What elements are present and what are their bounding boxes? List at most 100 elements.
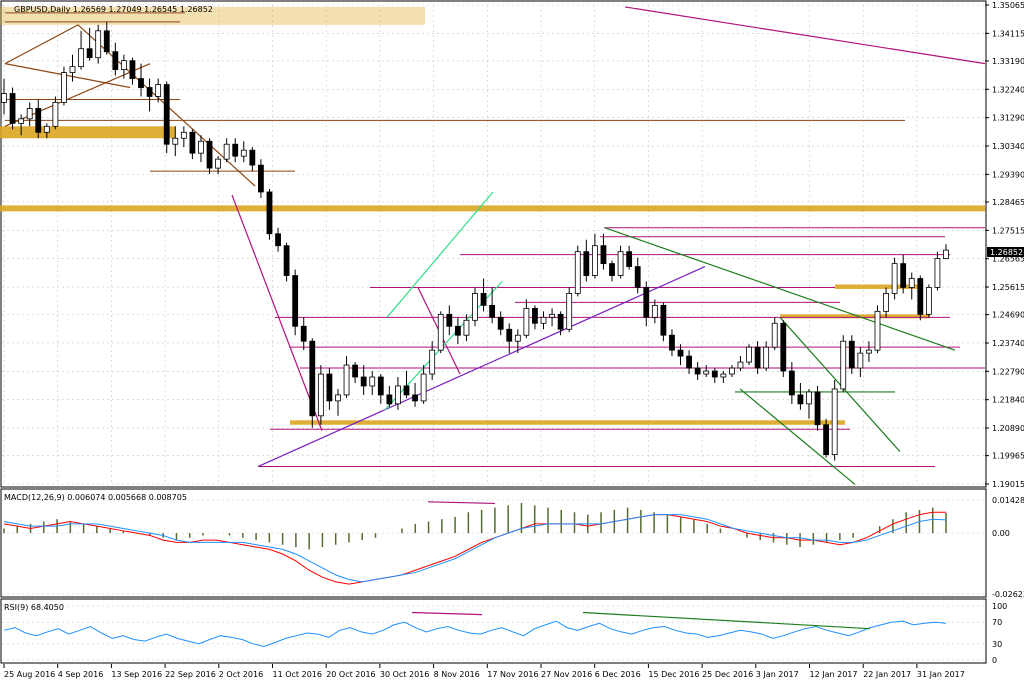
candle-body bbox=[360, 376, 367, 387]
macd-label: MACD(12,26,9) 0.006074 0.005668 0.008705 bbox=[4, 493, 187, 502]
candle-body bbox=[395, 385, 401, 405]
x-tick-label: 3 Jan 2017 bbox=[756, 670, 799, 679]
divergence-line bbox=[411, 611, 483, 616]
main-grid bbox=[2, 4, 985, 485]
candle-body bbox=[532, 307, 538, 324]
y-tick-label: 1.19965 bbox=[992, 452, 1024, 461]
trend-line bbox=[386, 191, 494, 318]
candle-body bbox=[677, 349, 684, 357]
candle-body bbox=[651, 304, 658, 318]
candle-body bbox=[343, 364, 350, 396]
candle-body bbox=[300, 325, 307, 342]
current-price-marker: 1.26852 bbox=[987, 247, 1024, 257]
x-tick-label: 31 Jan 2017 bbox=[917, 670, 965, 679]
x-tick-label: 22 Sep 2016 bbox=[165, 670, 216, 679]
macd-grid bbox=[2, 499, 985, 595]
candle-body bbox=[917, 278, 924, 315]
x-tick-label: 17 Nov 2016 bbox=[487, 670, 538, 679]
candle-body bbox=[172, 137, 179, 145]
candle-body bbox=[326, 373, 333, 402]
candle-body bbox=[583, 251, 590, 276]
candle-body bbox=[189, 131, 196, 154]
candle-body bbox=[420, 373, 427, 402]
candle-body bbox=[155, 84, 162, 97]
candle-body bbox=[857, 352, 864, 369]
trend-line bbox=[739, 388, 856, 485]
candle-body bbox=[232, 143, 239, 157]
y-tick-label: 1.28465 bbox=[992, 198, 1024, 207]
candle-body bbox=[866, 349, 872, 354]
divergence-line bbox=[427, 501, 496, 505]
trend-line bbox=[779, 316, 901, 453]
y-tick-label: 1.25615 bbox=[992, 283, 1024, 292]
candle-body bbox=[377, 376, 384, 396]
candle-body bbox=[771, 322, 778, 348]
candle-body bbox=[754, 346, 761, 369]
candle-body bbox=[69, 66, 76, 73]
candle-body bbox=[497, 316, 504, 330]
y-tick-label: 1.34115 bbox=[992, 29, 1024, 38]
y-tick-label: 0.014282 bbox=[992, 496, 1024, 505]
candle-body bbox=[317, 373, 324, 417]
candle-body bbox=[9, 93, 16, 124]
candle-body bbox=[883, 293, 889, 312]
candle-body bbox=[763, 346, 770, 369]
divergence-line bbox=[582, 611, 871, 630]
candle-body bbox=[780, 322, 787, 372]
candle-body bbox=[720, 373, 727, 378]
candle-body bbox=[737, 361, 744, 369]
candle-body bbox=[660, 304, 667, 336]
candle-body bbox=[814, 391, 821, 426]
candle-body bbox=[574, 251, 581, 294]
x-tick-label: 2 Oct 2016 bbox=[219, 670, 263, 679]
candle-body bbox=[78, 48, 84, 68]
candle-body bbox=[840, 340, 847, 390]
y-tick-label: 1.20890 bbox=[992, 424, 1024, 433]
candle-body bbox=[609, 263, 615, 276]
y-tick-label: 1.32240 bbox=[992, 85, 1024, 94]
rsi-axis: 100 70 30 0 bbox=[992, 602, 1007, 665]
candle-body bbox=[472, 293, 478, 321]
candle-body bbox=[900, 263, 907, 288]
macd-signal-line bbox=[3, 514, 947, 583]
y-tick-label: 100 bbox=[992, 602, 1007, 611]
main-price-panel: GBPUSD,Daily 1.26569 1.27049 1.26545 1.2… bbox=[0, 0, 987, 488]
candlestick-series bbox=[1, 21, 949, 461]
rsi-grid bbox=[2, 605, 985, 661]
price-axis: 1.35065 1.34115 1.33190 1.32240 1.31290 1.303… bbox=[985, 1, 1024, 489]
rsi-series bbox=[3, 611, 947, 648]
candle-body bbox=[258, 164, 264, 193]
x-tick-label: 30 Oct 2016 bbox=[380, 670, 429, 679]
rsi-line bbox=[3, 620, 947, 648]
supply-demand-zone bbox=[780, 314, 930, 319]
candle-body bbox=[480, 293, 487, 306]
candle-body bbox=[429, 349, 436, 375]
x-tick-label: 6 Dec 2016 bbox=[595, 670, 641, 679]
candle-body bbox=[908, 278, 915, 288]
candle-body bbox=[95, 30, 102, 59]
candle-body bbox=[514, 334, 521, 342]
x-tick-label: 8 Nov 2016 bbox=[434, 670, 480, 679]
candle-body bbox=[240, 149, 247, 157]
y-tick-label: 1.30340 bbox=[992, 142, 1024, 151]
y-tick-label: 1.31290 bbox=[992, 114, 1024, 123]
supply-demand-zone bbox=[835, 284, 920, 289]
y-tick-label: 1.23740 bbox=[992, 339, 1024, 348]
candle-body bbox=[634, 266, 641, 288]
candle-body bbox=[711, 370, 718, 378]
candle-body bbox=[275, 233, 281, 247]
candle-body bbox=[540, 316, 547, 324]
candle-body bbox=[180, 131, 187, 139]
supply-demand-zone bbox=[0, 205, 985, 212]
x-tick-label: 12 Jan 2017 bbox=[810, 670, 858, 679]
y-tick-label: 1.26565 bbox=[992, 255, 1024, 264]
supply-demand-zone bbox=[290, 420, 845, 425]
x-tick-label: 27 Nov 2016 bbox=[541, 670, 592, 679]
candle-body bbox=[146, 87, 153, 97]
trend-line bbox=[4, 63, 131, 89]
candle-body bbox=[283, 245, 290, 276]
candle-body bbox=[1, 93, 7, 103]
y-tick-label: 1.22790 bbox=[992, 367, 1024, 376]
x-tick-label: 4 Sep 2016 bbox=[58, 670, 104, 679]
candle-body bbox=[891, 263, 898, 294]
